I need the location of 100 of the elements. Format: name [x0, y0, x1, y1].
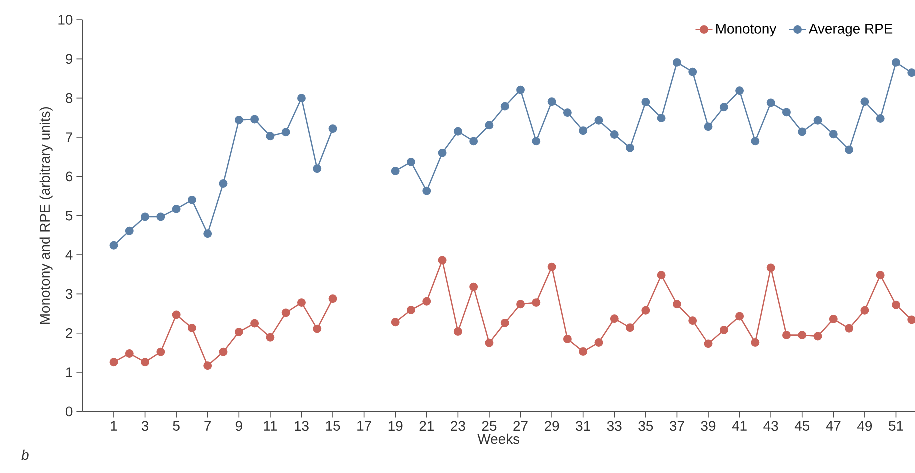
point	[672, 58, 682, 67]
x-tick-label: 9	[236, 421, 242, 432]
point	[594, 116, 604, 125]
point	[328, 124, 338, 134]
x-tick-label: 51	[889, 421, 904, 431]
point	[422, 297, 432, 306]
point	[407, 306, 416, 314]
x-tick-label: 3	[142, 421, 149, 432]
point	[814, 332, 822, 341]
point	[908, 68, 915, 78]
point	[908, 316, 915, 324]
y-tick-label: 5	[66, 210, 73, 221]
y-tick-label: 4	[66, 250, 73, 260]
point	[845, 324, 854, 333]
x-tick-label: 13	[295, 421, 309, 432]
point	[563, 108, 572, 118]
point	[297, 298, 306, 308]
point	[156, 212, 166, 222]
point	[766, 98, 776, 108]
point	[250, 319, 260, 328]
point	[391, 166, 400, 176]
point	[610, 314, 619, 324]
y-tick-label: 1	[66, 368, 72, 378]
point	[282, 308, 290, 318]
point	[516, 300, 525, 309]
point	[657, 114, 666, 123]
point	[204, 362, 212, 370]
point	[250, 115, 260, 124]
y-tick-label: 8	[66, 93, 73, 104]
point	[829, 130, 838, 139]
legend-label: Monotony	[716, 24, 777, 37]
x-tick-label: 19	[388, 421, 403, 432]
x-tick-label: 33	[607, 421, 622, 432]
y-axis-title: Monotony and RPE (arbitrary units)	[40, 107, 53, 324]
point	[720, 326, 728, 334]
x-tick-label: 49	[858, 421, 872, 432]
point	[125, 226, 134, 236]
point	[845, 146, 854, 154]
x-tick-label: 17	[358, 421, 372, 431]
point	[563, 335, 572, 344]
point	[438, 256, 447, 265]
point	[141, 358, 150, 367]
point	[391, 318, 400, 327]
point	[814, 116, 822, 125]
point	[454, 127, 462, 136]
point	[626, 144, 635, 152]
y-tick-label: 10	[58, 15, 73, 25]
x-tick-label: 29	[544, 421, 560, 432]
x-tick-label: 45	[794, 421, 810, 431]
point	[579, 126, 588, 136]
x-tick-label: 31	[576, 421, 590, 432]
point	[110, 241, 118, 250]
point	[782, 108, 791, 117]
x-tick-label: 15	[326, 421, 340, 431]
y-tick-label: 2	[66, 328, 72, 338]
x-tick-label: 35	[638, 421, 654, 432]
point	[234, 328, 244, 336]
point	[470, 137, 478, 146]
text: b	[22, 450, 29, 460]
x-tick-label: 47	[826, 421, 841, 431]
point	[156, 348, 166, 356]
point	[266, 132, 275, 141]
point	[282, 128, 290, 137]
point	[766, 264, 776, 272]
point	[234, 116, 244, 125]
point	[516, 86, 525, 94]
point	[720, 103, 728, 112]
point	[798, 331, 807, 340]
point	[782, 331, 791, 340]
point	[892, 58, 900, 67]
point	[704, 340, 713, 348]
legend-label: Average RPE	[808, 24, 893, 37]
point	[172, 310, 181, 320]
point	[751, 338, 760, 347]
point	[500, 318, 510, 328]
point	[188, 324, 196, 332]
point	[751, 137, 760, 146]
point	[219, 348, 228, 356]
point	[219, 179, 228, 188]
x-tick-label: 37	[670, 421, 684, 432]
point	[892, 300, 900, 310]
point	[610, 130, 619, 139]
point	[594, 338, 604, 347]
point	[798, 128, 807, 136]
point	[125, 349, 134, 358]
point	[736, 312, 744, 321]
point	[642, 98, 650, 106]
point	[454, 328, 462, 336]
point	[328, 294, 338, 304]
y-tick-label: 6	[66, 172, 73, 182]
point	[532, 137, 541, 146]
point	[141, 212, 150, 222]
point	[313, 324, 322, 334]
point	[876, 271, 885, 280]
point	[297, 94, 306, 103]
point	[829, 315, 838, 324]
y-tick-label: 3	[66, 289, 73, 300]
point	[172, 204, 181, 214]
point	[266, 333, 275, 342]
point	[688, 68, 698, 76]
